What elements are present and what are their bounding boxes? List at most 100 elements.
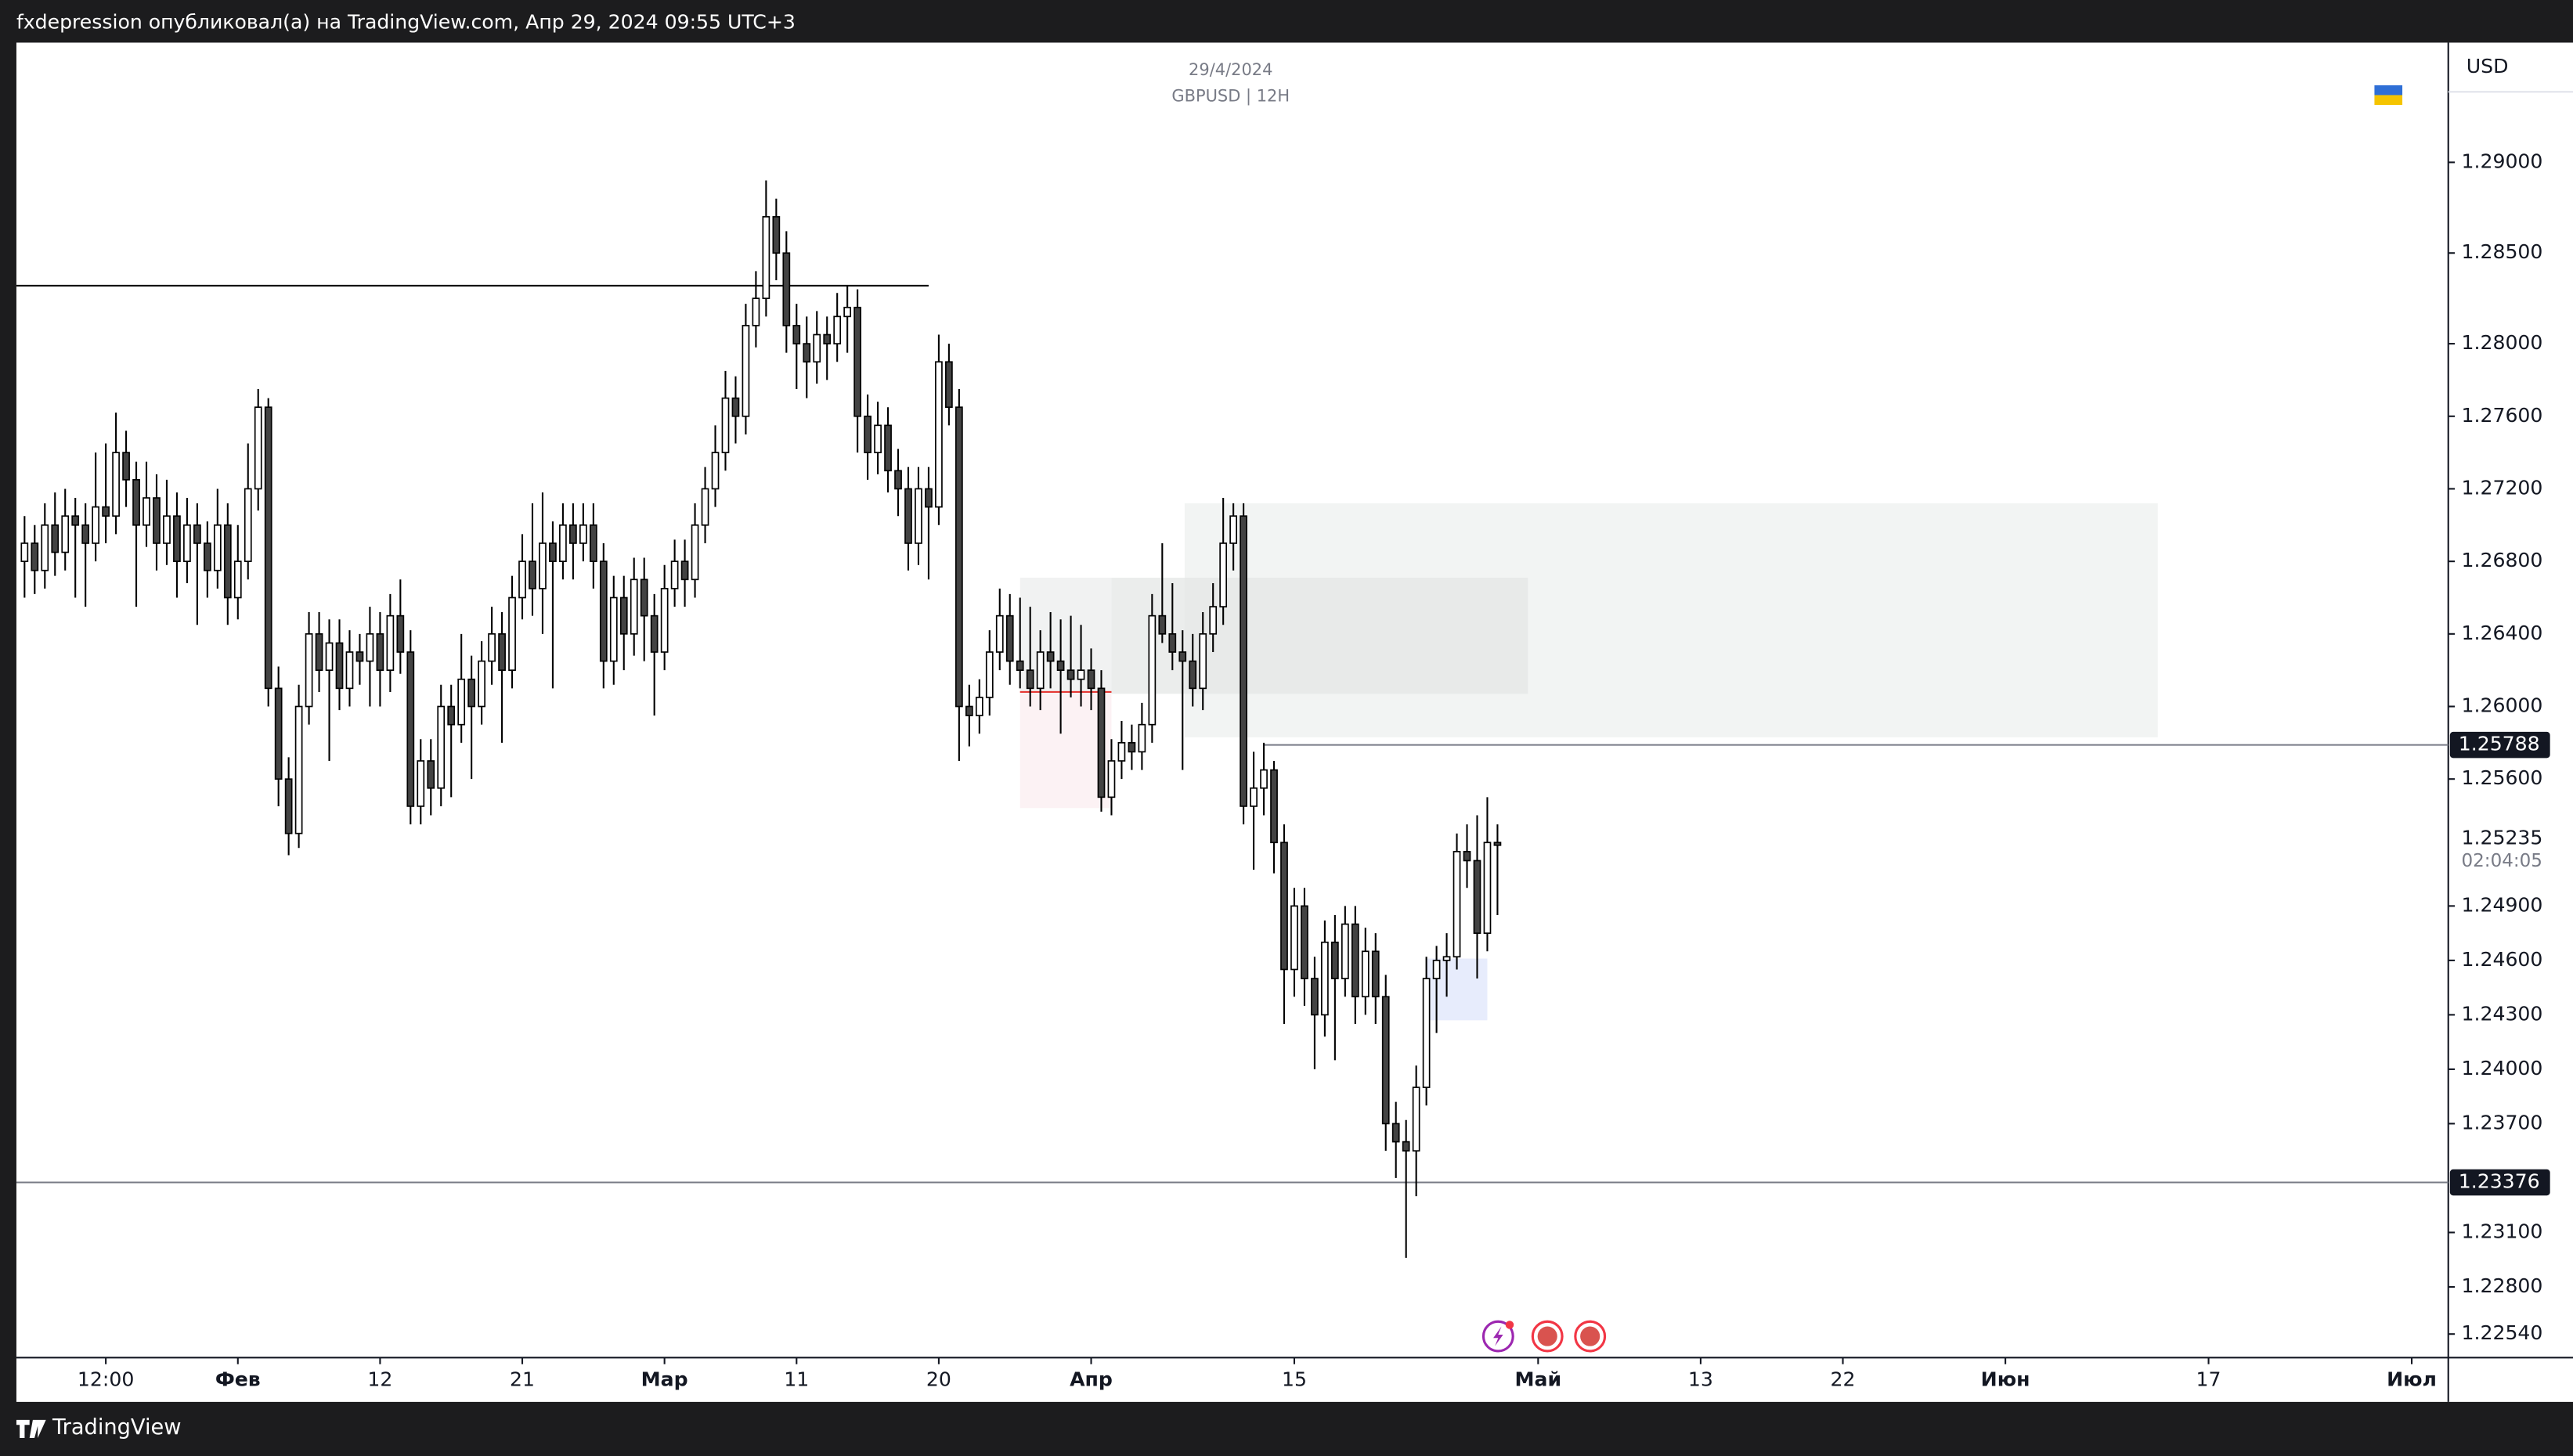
price-tag [2449,1169,2550,1196]
candle-body [1138,723,1146,753]
candle-body [609,596,618,662]
candle-body [803,343,811,363]
candle-body [904,488,912,544]
candle-body [915,488,922,544]
x-tick-label: 11 [784,1368,809,1391]
candle-body [345,651,354,690]
candle-body [762,216,770,300]
y-tick-label: 1.26000 [2461,694,2542,717]
candle-body [1189,660,1197,690]
zone [1019,691,1112,809]
x-tick-label: Апр [1070,1368,1113,1391]
x-tick-label: 20 [926,1368,951,1391]
candle-body [193,524,201,544]
candle-body [1178,651,1187,662]
candle-body [1168,632,1177,653]
candle-body [1066,669,1075,680]
candle-body [833,315,842,344]
candle-body [640,578,648,617]
plot [16,180,2448,1258]
candle-body [1280,842,1288,971]
x-tick-label: 12 [367,1368,392,1391]
y-tick-label: 1.28500 [2461,240,2542,263]
candle-body [1301,905,1308,979]
candle-body [619,596,628,635]
candle-body [1016,660,1024,671]
candle-body [1412,1087,1420,1152]
candle-body [315,632,323,671]
candle-body [650,614,659,653]
candle-body [925,488,933,508]
footer-brand[interactable]: TradingView [52,1415,182,1440]
y-tick-label: 1.22800 [2461,1274,2542,1297]
axes: 1.29000 1.28500 1.28000 1.27600 1.27200 1.268… [78,150,2550,1391]
zone [1019,577,1112,694]
x-tick-label: Июн [1981,1368,2030,1391]
y-tick-label: 1.24600 [2461,948,2542,971]
candle-body [680,560,689,581]
candle-body [81,524,90,544]
x-tick-label: Май [1515,1368,1562,1391]
candle-body [457,678,466,726]
y-tick-label: 1.28000 [2461,331,2542,354]
flag [2374,85,2403,106]
candle-body [1077,669,1085,680]
candle-body [1381,996,1390,1125]
candle-body [1148,614,1157,726]
y-tick-label: 1.24300 [2461,1002,2542,1025]
event-icons[interactable] [1481,1320,1607,1353]
candle-body [1250,787,1258,807]
x-tick-label: Июл [2387,1368,2437,1391]
candle-body [1270,769,1278,844]
candle-body [386,614,395,671]
candle-body [427,760,435,789]
candle-body [498,632,506,671]
candle-body [233,560,242,599]
candle-body [366,632,374,662]
candle-body [396,614,405,653]
candle-body [41,524,49,571]
candle-body [254,406,262,490]
candle-body [1219,542,1228,607]
candle-body [884,424,892,472]
y-tick-label: 1.24900 [2461,893,2542,916]
candle-body [691,524,699,581]
candle-body [112,452,120,517]
candle-body [1036,651,1045,690]
y-tick-label: 1.26800 [2461,549,2542,571]
price-tag-label: 1.25788 [2459,733,2540,755]
candle-body [335,642,344,690]
candle-body [752,297,760,326]
candle-body [569,524,577,544]
candle-body [467,678,476,708]
candle-body [975,697,983,716]
candle-body [1209,606,1218,635]
candle-body [1097,687,1106,798]
y-tick-label: 1.24000 [2461,1057,2542,1079]
zone [1111,577,1528,694]
candle-body [1117,742,1126,762]
candle-body [721,397,730,453]
candle-body [1331,941,1339,979]
chart-subtitle: 29/4/2024 [1189,60,1272,79]
candle-body [376,632,384,671]
candle-body [711,452,720,490]
candle-body [1026,669,1034,690]
header-text: fxdepression опубликовал(а) на TradingVi… [16,10,796,33]
candle-body [447,705,456,726]
candle-body [1056,660,1065,671]
candle-body [1290,905,1298,971]
chart-title: GBPUSD | 12H [1171,87,1290,106]
candle-body [874,424,882,453]
candle-body [1229,515,1238,544]
candle-body [305,632,313,708]
y-tick-label: 1.29000 [2461,150,2542,172]
countdown-label: 02:04:05 [2461,851,2542,871]
candle-body [660,588,669,653]
candle-body [203,542,211,571]
x-tick-label: 12:00 [78,1368,134,1391]
candle-body [549,542,557,562]
candle-body [823,333,832,344]
currency-label[interactable]: USD [2467,55,2509,77]
